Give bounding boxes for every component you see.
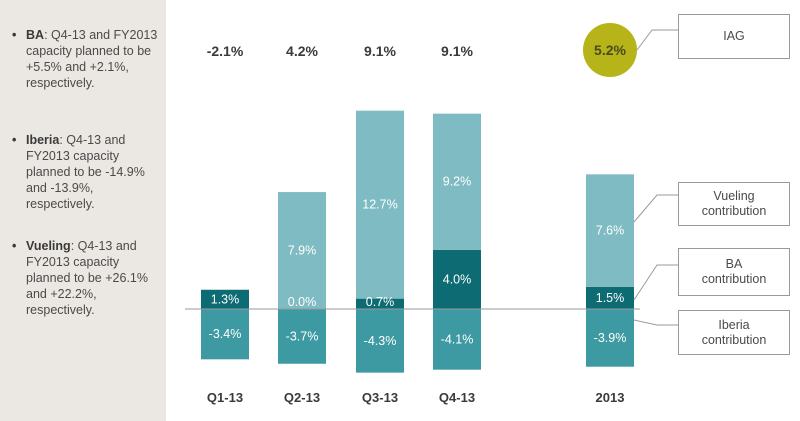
tick-label: Q4-13 — [439, 390, 475, 405]
bar-ba — [433, 249, 481, 309]
legend-connectors — [633, 29, 678, 326]
legend-iberia: Iberia contribution — [678, 310, 790, 355]
label-ba: 0.0% — [288, 295, 317, 309]
total-label: 9.1% — [364, 43, 396, 59]
bar-vueling — [433, 113, 481, 250]
connector-iag — [636, 29, 678, 51]
note-text: : Q4-13 and FY2013 capacity planned to b… — [26, 28, 158, 90]
legend-label: Iberia contribution — [701, 317, 767, 347]
label-vueling: 12.7% — [362, 198, 397, 212]
label-vueling: 7.6% — [596, 224, 625, 238]
bar-ba — [586, 286, 634, 309]
note-text: : Q4-13 and FY2013 capacity planned to b… — [26, 239, 148, 317]
bar-ba — [356, 298, 404, 309]
bullet-dot: • — [12, 239, 17, 253]
legend-iag: IAG — [678, 14, 790, 59]
label-iberia: -3.4% — [209, 327, 242, 341]
label-iberia: -4.3% — [364, 334, 397, 348]
note-vueling: • Vueling: Q4-13 and FY2013 capacity pla… — [12, 238, 162, 318]
label-iberia: -3.7% — [286, 329, 319, 343]
note-iberia: • Iberia: Q4-13 and FY2013 capacity plan… — [12, 132, 162, 212]
total-label: -2.1% — [207, 43, 244, 59]
label-vueling: 9.2% — [443, 175, 472, 189]
bar-vueling — [586, 174, 634, 287]
tick-label: Q3-13 — [362, 390, 398, 405]
bullet-dot: • — [12, 133, 17, 147]
iag-total-bubble: 5.2% — [583, 23, 637, 77]
labels-layer: -3.4% 1.3% Q1-13 -2.1% -3.7% 7.9% 0.0% Q2-13 4.2… — [207, 43, 627, 405]
bar-ba — [201, 289, 249, 309]
bar-iberia — [356, 309, 404, 373]
tick-label: Q1-13 — [207, 390, 243, 405]
total-label: 9.1% — [441, 43, 473, 59]
label-ba: 0.7% — [366, 295, 395, 309]
note-airline: Vueling — [26, 239, 71, 253]
note-ba: • BA: Q4-13 and FY2013 capacity planned … — [12, 27, 162, 91]
total-label: 4.2% — [286, 43, 318, 59]
bar-iberia — [201, 309, 249, 360]
note-airline: BA — [26, 28, 45, 42]
legend-vueling: Vueling contribution — [678, 182, 790, 226]
legend-label: BA contribution — [701, 257, 767, 286]
legend-label: Vueling contribution — [701, 189, 767, 218]
bar-iberia — [586, 309, 634, 367]
label-ba: 4.0% — [443, 272, 472, 286]
label-iberia: -4.1% — [441, 332, 474, 346]
bullet-dot: • — [12, 28, 17, 42]
bar-iberia — [433, 309, 481, 370]
notes-panel: • BA: Q4-13 and FY2013 capacity planned … — [0, 0, 166, 421]
connector-vueling — [633, 194, 678, 223]
label-ba: 1.5% — [596, 291, 625, 305]
bar-vueling — [356, 110, 404, 299]
bars-layer — [201, 110, 634, 373]
legend-ba: BA contribution — [678, 248, 790, 296]
label-ba: 1.3% — [211, 292, 240, 306]
note-text: : Q4-13 and FY2013 capacity planned to b… — [26, 133, 145, 211]
connector-ba — [633, 264, 678, 301]
tick-label: Q2-13 — [284, 390, 320, 405]
note-airline: Iberia — [26, 133, 60, 147]
label-iberia: -3.9% — [594, 331, 627, 345]
connector-iberia — [633, 319, 678, 326]
label-vueling: 7.9% — [288, 244, 317, 258]
bar-vueling — [278, 192, 326, 309]
tick-label: 2013 — [596, 390, 625, 405]
legend-label: IAG — [723, 29, 745, 43]
bar-iberia — [278, 309, 326, 364]
